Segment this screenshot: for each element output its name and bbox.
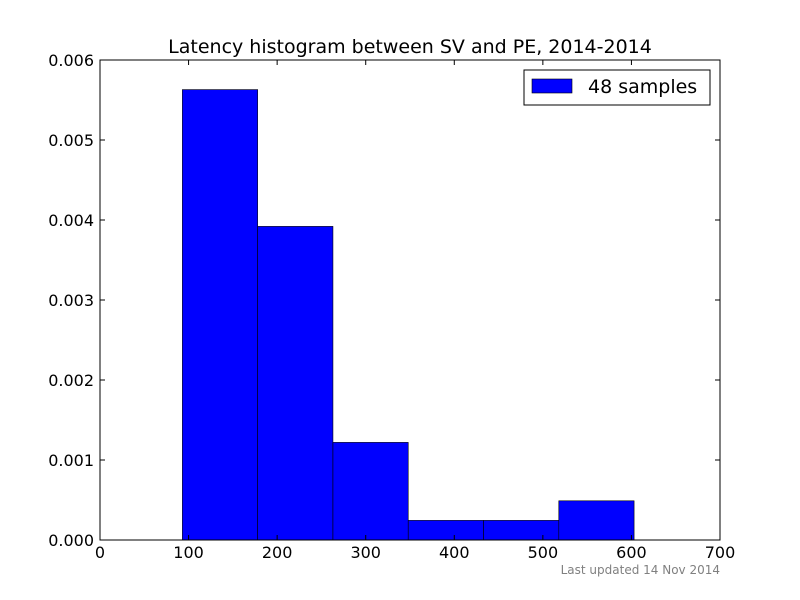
y-tick-label: 0.005	[48, 131, 94, 150]
last-updated-note: Last updated 14 Nov 2014	[561, 563, 720, 577]
histogram-bar-3	[332, 442, 409, 541]
x-tick-label: 200	[262, 543, 293, 562]
y-tick-label: 0.002	[48, 371, 94, 390]
x-tick-label: 500	[528, 543, 559, 562]
histogram-bar-2	[257, 226, 334, 541]
histogram-bar-4	[407, 520, 484, 541]
y-tick-label: 0.004	[48, 211, 94, 230]
x-tick-label: 100	[173, 543, 204, 562]
y-tick-label: 0.003	[48, 291, 94, 310]
histogram-bar-5	[483, 520, 560, 541]
legend: 48 samples	[523, 69, 711, 106]
legend-label: 48 samples	[588, 76, 697, 98]
ticks-group: 0 100 200 300 400 500 600 700 0.000 0.001 0.002 0.0…	[48, 51, 735, 562]
x-tick-label: 600	[616, 543, 647, 562]
histogram-bar-1	[182, 89, 258, 541]
legend-swatch	[531, 78, 573, 94]
x-tick-label: 0	[95, 543, 105, 562]
x-tick-label: 700	[705, 543, 736, 562]
chart-title: Latency histogram between SV and PE, 201…	[168, 36, 652, 58]
y-tick-label: 0.000	[48, 531, 94, 550]
y-tick-label: 0.001	[48, 451, 94, 470]
bars-group	[182, 89, 635, 541]
x-tick-label: 300	[350, 543, 381, 562]
histogram-bar-6	[558, 500, 635, 541]
x-tick-label: 400	[439, 543, 470, 562]
y-tick-label: 0.006	[48, 51, 94, 70]
